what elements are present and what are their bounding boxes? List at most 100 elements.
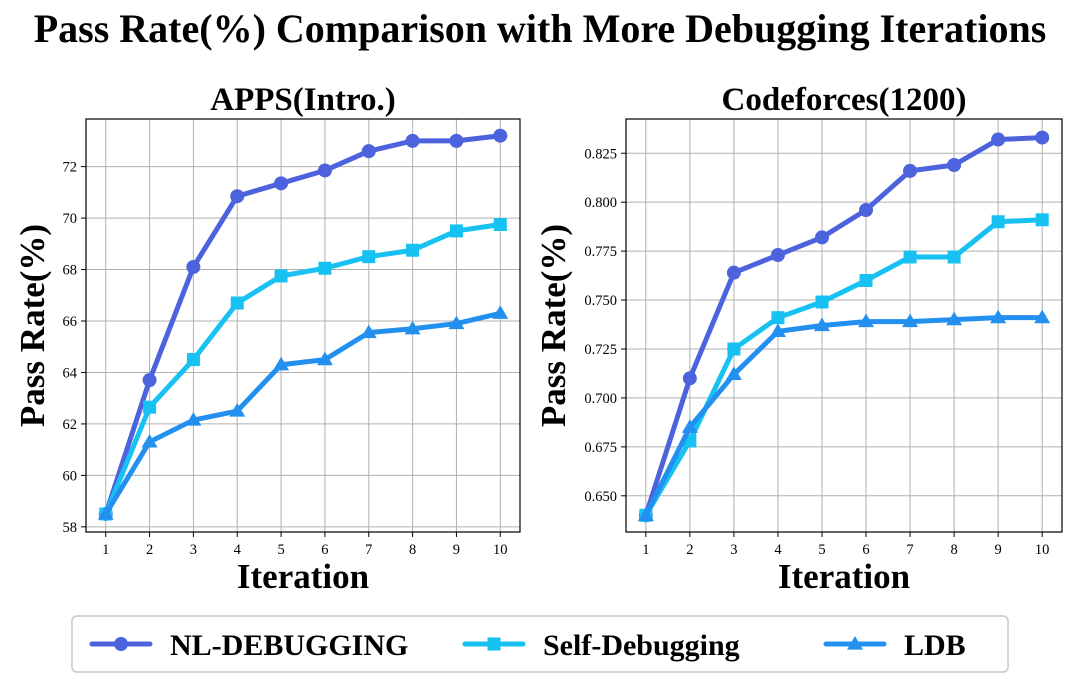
plots: APPS(Intro.)1 2 3 4 5 6 7 8 9 105860626466687072I… [13, 82, 1063, 596]
x-tick-label: 10 [493, 542, 508, 558]
data-point [493, 218, 507, 232]
data-point [991, 132, 1006, 147]
y-tick-label: 62 [63, 417, 78, 433]
data-point [97, 505, 114, 520]
data-point [770, 248, 785, 263]
series-line [103, 310, 503, 517]
data-point [991, 215, 1005, 229]
legend-item-3: LDB [823, 629, 966, 662]
data-point [360, 324, 377, 339]
x-axis-label: Iteration [237, 557, 369, 596]
data-point [946, 311, 963, 326]
data-point [947, 157, 962, 172]
legend: NL-DEBUGGING Self-Debugging LDB [71, 615, 1009, 673]
data-point [449, 133, 464, 148]
data-point [406, 243, 420, 257]
data-point [726, 265, 741, 280]
y-tick-label: 58 [63, 520, 78, 536]
y-tick-label: 0.675 [584, 440, 617, 456]
x-tick-label: 4 [774, 542, 782, 558]
y-tick-label: 72 [63, 160, 78, 176]
y-tick-label: 0.750 [584, 293, 617, 309]
x-tick-label: 2 [686, 542, 693, 558]
series-line [103, 133, 503, 517]
data-point [230, 189, 245, 204]
data-point [903, 163, 918, 178]
figure-title: Pass Rate(%) Comparison with More Debugg… [34, 6, 1047, 51]
x-axis-label: Iteration [778, 557, 910, 596]
series-ldb [637, 309, 1051, 521]
data-point [142, 373, 157, 388]
data-point [141, 433, 158, 448]
x-tick-label: 3 [730, 542, 737, 558]
series-self-debugging [639, 213, 1049, 522]
x-tick-label: 5 [818, 542, 825, 558]
data-point [317, 163, 332, 178]
data-point [1034, 309, 1051, 324]
data-point [274, 269, 288, 283]
data-point [362, 250, 376, 264]
y-tick-label: 66 [63, 314, 78, 330]
axes-frame [625, 118, 1063, 533]
x-tick-label: 4 [234, 542, 242, 558]
x-tick-label: 7 [365, 542, 372, 558]
data-point [681, 419, 698, 433]
data-point [318, 261, 332, 275]
y-tick-label: 60 [63, 468, 78, 484]
legend-frame [71, 615, 1009, 673]
x-tick-label: 9 [995, 542, 1002, 558]
y-tick-label: 0.775 [584, 244, 617, 260]
data-point [637, 507, 654, 521]
legend-item-1: NL-DEBUGGING [89, 629, 408, 662]
subplot-title: Codeforces(1200) [722, 82, 967, 118]
data-point [316, 351, 333, 366]
data-point [492, 305, 509, 319]
subplot-2: Codeforces(1200) 1 2 3 4 5 6 7 8 9 10 0.650 0.675 0.7… [534, 82, 1063, 596]
x-tick-label: 1 [642, 542, 649, 558]
data-point [229, 403, 246, 417]
x-tick-label: 2 [146, 542, 153, 558]
data-point [273, 356, 290, 371]
legend-item-2: Self-Debugging [462, 629, 740, 662]
data-point [725, 366, 742, 381]
series-line [103, 222, 503, 517]
legend-marker [847, 636, 863, 650]
data-point [771, 311, 785, 325]
series-ldb [97, 305, 509, 520]
y-tick-label: 70 [63, 211, 78, 227]
data-point [902, 313, 919, 328]
data-point [682, 371, 697, 386]
y-axis-label: Pass Rate(%) [534, 224, 573, 427]
y-axis-label: Pass Rate(%) [13, 224, 52, 427]
y-tick-label: 0.800 [584, 195, 617, 211]
y-tick-label: 64 [63, 365, 78, 381]
axes-frame [85, 118, 521, 533]
y-tick-label: 0.725 [584, 342, 617, 358]
data-point [448, 315, 465, 330]
data-point [769, 323, 786, 337]
data-point [186, 259, 201, 274]
data-point [858, 313, 875, 328]
x-tick-label: 6 [862, 542, 869, 558]
data-point [1035, 130, 1050, 145]
data-point [813, 317, 830, 332]
data-point [859, 273, 873, 287]
series-line [643, 217, 1045, 518]
series-line [643, 315, 1045, 518]
y-tick-label: 0.700 [584, 391, 617, 407]
y-tick-label: 0.650 [584, 489, 617, 505]
data-point [947, 250, 961, 264]
subplot-1: APPS(Intro.) 1 2 3 4 5 6 7 8 9 10 58 60 62 64 66 68 70 72 I… [13, 82, 521, 596]
x-tick-label: 9 [453, 542, 460, 558]
series-nl-debugging [638, 130, 1050, 523]
data-point [990, 309, 1007, 324]
x-tick-label: 7 [906, 542, 913, 558]
x-tick-label: 1 [102, 542, 109, 558]
data-point [815, 295, 829, 309]
data-point [814, 230, 829, 245]
data-point [230, 296, 244, 310]
legend-label: Self-Debugging [543, 629, 740, 662]
data-point [903, 250, 917, 264]
subplot-title: APPS(Intro.) [210, 82, 395, 118]
